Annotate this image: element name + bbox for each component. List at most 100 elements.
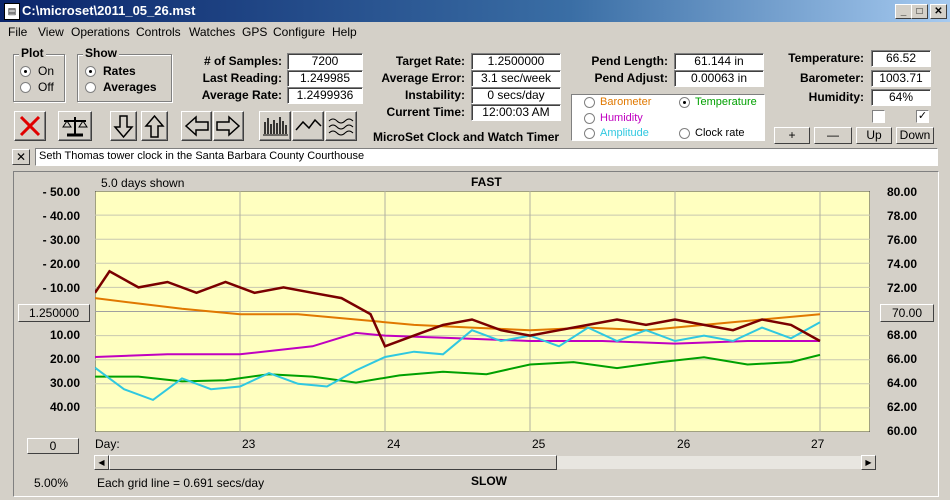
- series-temperature: [95, 353, 821, 384]
- last-reading-field: 1.249985: [287, 70, 363, 87]
- series-barometer: [95, 297, 821, 332]
- scroll-right-button[interactable]: [213, 111, 244, 141]
- plot-off-radio[interactable]: [20, 82, 31, 93]
- menu-view[interactable]: View: [38, 25, 64, 39]
- show-averages-radio[interactable]: [85, 82, 96, 93]
- humidity-radio[interactable]: [584, 113, 595, 124]
- legend-temperature[interactable]: Temperature: [695, 96, 757, 108]
- maximize-button[interactable]: □: [911, 4, 928, 19]
- y-right-tick-label: 60.00: [887, 424, 918, 438]
- menu-file[interactable]: File: [8, 25, 28, 39]
- y-left-tick-label: - 10.00: [42, 281, 80, 295]
- wave-view-button[interactable]: [325, 111, 357, 141]
- days-shown-label: 5.0 days shown: [101, 176, 185, 190]
- legend-humidity[interactable]: Humidity: [600, 112, 643, 124]
- center-value-button[interactable]: 1.250000: [18, 304, 90, 322]
- show-rates-label[interactable]: Rates: [103, 64, 136, 78]
- y-right-tick-label: 74.00: [887, 257, 918, 271]
- offset-button[interactable]: 0: [27, 438, 79, 454]
- minimize-button[interactable]: _: [895, 4, 912, 19]
- plot-on-label[interactable]: On: [38, 64, 55, 78]
- app-caption: MicroSet Clock and Watch Timer: [373, 130, 560, 144]
- target-rate-label: Target Rate:: [395, 54, 465, 68]
- y-right-tick-label: 62.00: [887, 400, 918, 414]
- current-time-field: 12:00:03 AM: [471, 104, 561, 121]
- grid-lines: [95, 191, 870, 432]
- menu-gps[interactable]: GPS: [242, 25, 268, 39]
- bar-view-button[interactable]: [259, 111, 291, 141]
- y-right-tick-label: 66.00: [887, 352, 918, 366]
- legend-clock-rate[interactable]: Clock rate: [695, 127, 745, 139]
- menu-watches[interactable]: Watches: [189, 25, 236, 39]
- series-amplitude: [95, 321, 821, 402]
- y-left-tick-label: - 30.00: [42, 233, 80, 247]
- line-view-button[interactable]: [292, 111, 324, 141]
- scroll-right-arrow[interactable]: ▶: [861, 455, 876, 470]
- current-time-label: Current Time:: [386, 105, 465, 119]
- instability-field: 0 secs/day: [471, 87, 561, 104]
- up-button[interactable]: Up: [856, 127, 892, 144]
- menu-operations[interactable]: Operations: [71, 25, 130, 39]
- close-window-button[interactable]: ✕: [930, 4, 947, 19]
- average-rate-field: 1.2499936: [287, 87, 363, 104]
- y-right-tick-label: 72.00: [887, 281, 918, 295]
- barometer-radio[interactable]: [584, 97, 595, 108]
- instability-label: Instability:: [404, 88, 465, 102]
- target-rate-field: 1.2500000: [471, 53, 561, 70]
- description-field[interactable]: Seth Thomas tower clock in the Santa Bar…: [35, 148, 938, 166]
- menu-help[interactable]: Help: [332, 25, 357, 39]
- fast-label: FAST: [471, 175, 502, 189]
- checkbox-right[interactable]: ✓: [916, 110, 929, 123]
- percent-label: 5.00%: [34, 476, 69, 490]
- menu-configure[interactable]: Configure: [273, 25, 326, 39]
- scroll-down-button[interactable]: [110, 111, 137, 141]
- scroll-up-button[interactable]: [141, 111, 168, 141]
- checkbox-left[interactable]: [872, 110, 885, 123]
- y-left-tick-label: 10.00: [49, 328, 80, 342]
- clock-rate-radio[interactable]: [679, 128, 690, 139]
- pend-adjust-field: 0.00063 in: [674, 70, 764, 87]
- chart-frame: [13, 171, 939, 497]
- last-reading-label: Last Reading:: [202, 71, 282, 85]
- x-axis-prefix: Day:: [95, 437, 120, 451]
- plus-button[interactable]: +: [774, 127, 810, 144]
- scroll-thumb[interactable]: [109, 455, 557, 470]
- scroll-left-arrow[interactable]: ◀: [94, 455, 109, 470]
- arrow-right-icon: [216, 115, 241, 137]
- show-rates-radio[interactable]: [85, 66, 96, 77]
- arrow-up-icon: [144, 114, 165, 138]
- x-tick-label: 26: [677, 437, 691, 451]
- down-button[interactable]: Down: [896, 127, 934, 144]
- legend-amplitude[interactable]: Amplitude: [600, 127, 649, 139]
- menu-bar: File View Operations Controls Watches GP…: [0, 22, 950, 41]
- app-icon[interactable]: ▤: [4, 3, 20, 20]
- pend-length-label: Pend Length:: [591, 54, 668, 68]
- balance-button[interactable]: [58, 111, 92, 141]
- menu-controls[interactable]: Controls: [136, 25, 181, 39]
- right-center-value-button[interactable]: 70.00: [880, 304, 934, 322]
- average-error-label: Average Error:: [381, 71, 465, 85]
- plot-off-label[interactable]: Off: [38, 80, 54, 94]
- temperature-radio[interactable]: [679, 97, 690, 108]
- humidity-label: Humidity:: [808, 90, 864, 104]
- minus-button[interactable]: —: [814, 127, 852, 144]
- clear-description-button[interactable]: ✕: [12, 149, 30, 165]
- stop-button[interactable]: [14, 111, 46, 141]
- arrow-left-icon: [184, 115, 209, 137]
- amplitude-radio[interactable]: [584, 128, 595, 139]
- plot-on-radio[interactable]: [20, 66, 31, 77]
- show-averages-label[interactable]: Averages: [103, 80, 157, 94]
- average-error-field: 3.1 sec/week: [471, 70, 561, 87]
- legend-barometer[interactable]: Barometer: [600, 96, 652, 108]
- plot-group-title: Plot: [19, 46, 46, 60]
- arrow-down-icon: [113, 115, 134, 139]
- barometer-field: 1003.71: [871, 70, 931, 87]
- series-humidity: [95, 331, 820, 358]
- title-bar[interactable]: ▤ C:\microset\2011_05_26.mst _ □ ✕: [0, 0, 950, 22]
- series-lines: [95, 269, 821, 402]
- bar-graph-icon: [263, 117, 288, 136]
- plot-group: [13, 54, 65, 102]
- scroll-left-button[interactable]: [181, 111, 212, 141]
- chart-plot[interactable]: [95, 191, 870, 432]
- show-group-title: Show: [83, 46, 119, 60]
